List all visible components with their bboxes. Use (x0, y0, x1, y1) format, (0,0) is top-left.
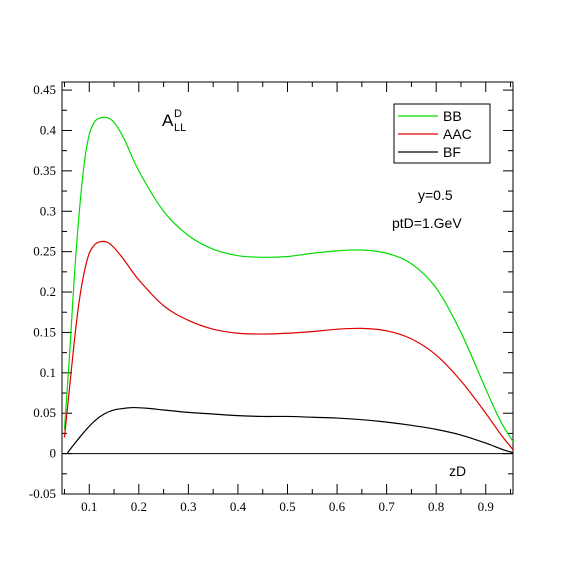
x-tick-label: 0.5 (279, 499, 295, 514)
chart-title: A (162, 111, 174, 130)
y-tick-label: 0.45 (33, 82, 56, 97)
x-tick-label: 0.3 (180, 499, 196, 514)
x-tick-label: 0.6 (329, 499, 346, 514)
y-tick-label: 0 (50, 446, 57, 461)
y-tick-label: 0.1 (40, 365, 56, 380)
legend-label-aac: AAC (443, 126, 472, 142)
y-tick-label: 0.2 (40, 284, 56, 299)
annotation-y: y=0.5 (418, 187, 453, 203)
y-tick-label: 0.35 (33, 163, 56, 178)
legend-label-bf: BF (443, 144, 461, 160)
chart-title-superscript: D (174, 108, 182, 120)
y-tick-label: 0.3 (40, 203, 56, 218)
x-axis-label: zD (449, 463, 466, 479)
legend-label-bb: BB (443, 108, 462, 124)
series-line-aac (63, 240, 514, 450)
y-tick-label: 0.15 (33, 324, 56, 339)
series-line-bf (66, 406, 514, 454)
y-tick-label: -0.05 (29, 486, 56, 501)
y-tick-label: 0.05 (33, 405, 56, 420)
annotation-ptd: ptD=1.GeV (392, 215, 462, 231)
x-tick-label: 0.4 (230, 499, 247, 514)
y-tick-label: 0.25 (33, 244, 56, 259)
series-line-bb (63, 116, 514, 442)
chart-title-subscript: LL (174, 122, 186, 134)
x-tick-label: 0.9 (478, 499, 494, 514)
x-tick-label: 0.2 (131, 499, 147, 514)
x-tick-label: 0.1 (81, 499, 97, 514)
x-tick-label: 0.7 (378, 499, 395, 514)
y-tick-label: 0.4 (40, 122, 57, 137)
legend: BB AAC BF (393, 103, 491, 164)
x-tick-label: 0.8 (428, 499, 444, 514)
